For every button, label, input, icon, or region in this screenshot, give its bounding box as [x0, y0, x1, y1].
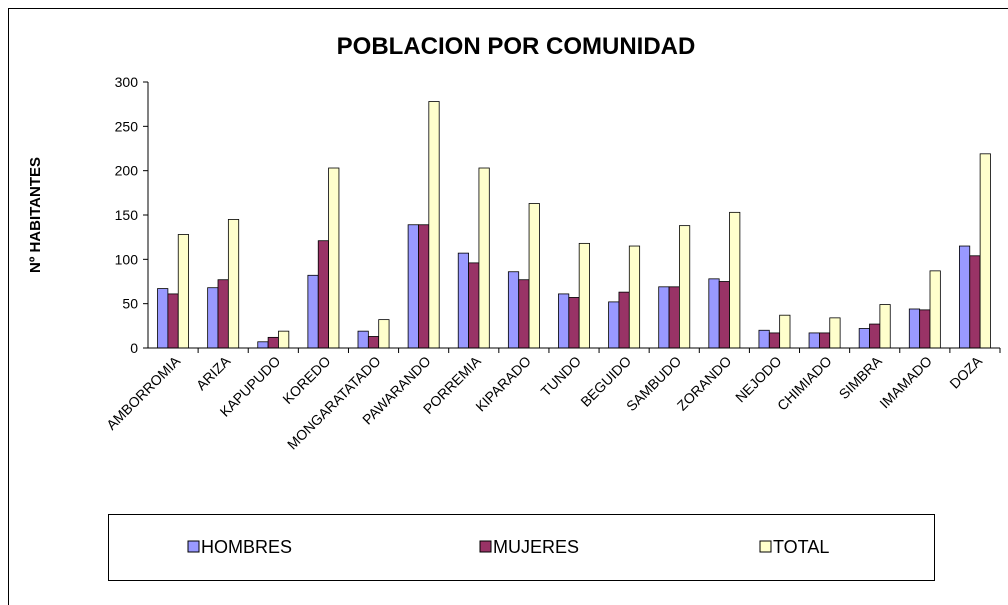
bar: [167, 293, 179, 349]
bar: [558, 293, 570, 349]
bar: [528, 203, 540, 349]
y-tick-label: 300: [115, 74, 139, 90]
bar: [779, 314, 791, 349]
bar: [518, 279, 530, 349]
legend-swatch: [479, 540, 492, 553]
bar: [207, 287, 219, 349]
bar: [328, 167, 340, 349]
bar: [829, 317, 841, 349]
chart-border: [8, 8, 1008, 605]
x-tick-label: AMBORROMIA: [103, 352, 184, 433]
bar: [808, 332, 820, 349]
x-tick-label: IMAMADO: [876, 353, 935, 412]
x-tick-label: ARIZA: [193, 352, 234, 393]
x-tick-label: ZORANDO: [674, 353, 735, 414]
y-tick-label: 200: [115, 163, 139, 179]
bar: [718, 281, 730, 349]
legend-label: MUJERES: [493, 537, 579, 557]
bar: [819, 332, 831, 349]
bar: [758, 329, 770, 349]
x-tick-label: CHIMIADO: [774, 353, 835, 414]
bar: [708, 278, 720, 349]
bar: [307, 274, 319, 349]
bar: [959, 245, 971, 349]
bar: [507, 271, 520, 349]
bar: [908, 308, 921, 349]
y-tick-label: 0: [130, 340, 138, 356]
x-tick-label: NEJODO: [732, 353, 785, 406]
bar: [418, 224, 430, 349]
bar: [608, 301, 620, 349]
x-tick-label: DOZA: [946, 352, 985, 391]
bar: [768, 332, 781, 349]
x-tick-label: MONGARATATADO: [284, 353, 384, 453]
bar: [618, 291, 630, 349]
bar: [729, 211, 741, 349]
bar: [457, 252, 469, 349]
bar: [367, 336, 380, 349]
bar: [879, 304, 891, 349]
bar: [468, 262, 480, 349]
bar: [217, 279, 229, 349]
bar: [919, 309, 931, 349]
y-tick-label: 100: [115, 251, 139, 267]
legend-label: TOTAL: [773, 537, 829, 557]
chart-title: POBLACION POR COMUNIDAD: [337, 33, 696, 60]
legend-box: [108, 514, 935, 581]
bar: [278, 330, 290, 349]
bar: [679, 225, 691, 349]
bar: [267, 336, 279, 349]
legend-swatch: [759, 540, 772, 553]
bar: [227, 219, 240, 349]
y-axis-label: Nº HABITANTES: [27, 157, 44, 273]
bar: [317, 240, 329, 349]
y-tick-label: 50: [122, 296, 138, 312]
bar: [628, 245, 641, 349]
bar: [378, 319, 390, 349]
bar: [177, 234, 189, 349]
bar: [357, 330, 369, 349]
bar: [658, 286, 670, 349]
bar: [969, 255, 981, 349]
bar: [578, 242, 590, 349]
bar: [428, 101, 440, 349]
bar: [157, 288, 169, 349]
bar: [478, 167, 490, 349]
x-tick-label: TUNDO: [538, 353, 585, 400]
bar: [858, 328, 870, 349]
bar: [407, 224, 419, 349]
bar: [668, 286, 680, 349]
x-tick-label: SIMBRA: [836, 352, 886, 402]
legend-swatch: [187, 540, 200, 553]
legend-label: HOMBRES: [201, 537, 292, 557]
bar: [568, 297, 580, 349]
y-tick-label: 250: [115, 118, 139, 134]
y-tick-label: 150: [115, 207, 139, 223]
bar: [979, 153, 991, 349]
bar: [869, 323, 881, 349]
bar: [929, 270, 941, 349]
bar: [257, 341, 269, 349]
